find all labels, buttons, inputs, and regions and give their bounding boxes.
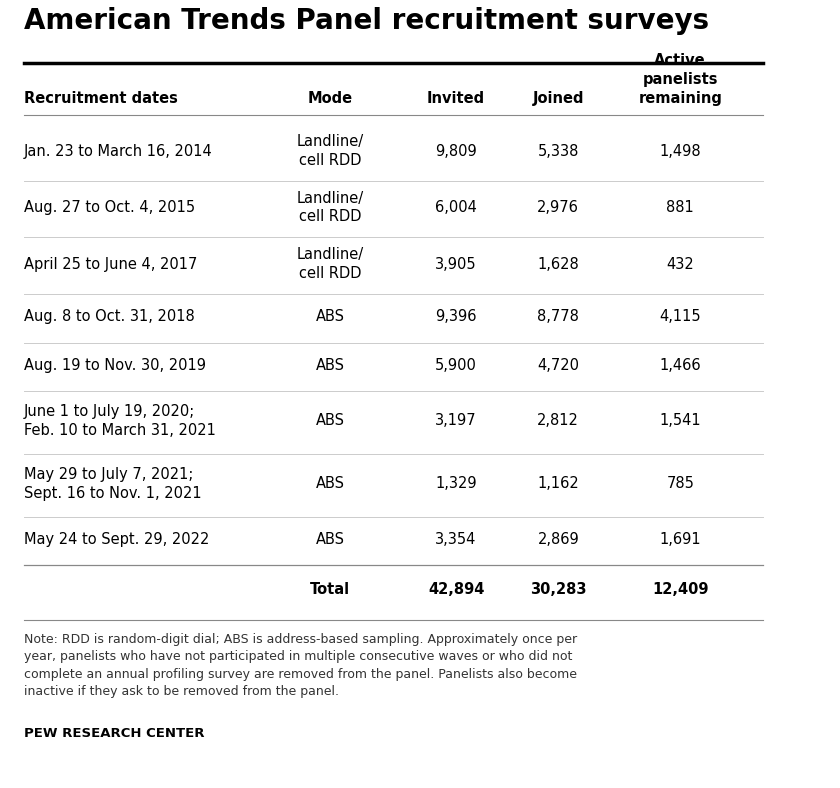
Text: 4,115: 4,115 [659,309,701,324]
Text: 1,628: 1,628 [538,257,579,272]
Text: 8,778: 8,778 [538,309,580,324]
Text: Aug. 27 to Oct. 4, 2015: Aug. 27 to Oct. 4, 2015 [24,200,195,215]
Text: 432: 432 [666,257,694,272]
Text: 5,900: 5,900 [435,358,477,373]
Text: 3,905: 3,905 [435,257,477,272]
Text: Recruitment dates: Recruitment dates [24,91,177,106]
Text: Note: RDD is random-digit dial; ABS is address-based sampling. Approximately onc: Note: RDD is random-digit dial; ABS is a… [24,633,577,698]
Text: 9,396: 9,396 [435,309,477,324]
Text: 2,976: 2,976 [538,200,580,215]
Text: 12,409: 12,409 [652,582,708,597]
Text: 30,283: 30,283 [530,582,586,597]
Text: 785: 785 [666,476,694,491]
Text: 1,541: 1,541 [659,414,701,429]
Text: 1,691: 1,691 [659,532,701,547]
Text: Total: Total [310,582,350,597]
Text: 6,004: 6,004 [435,200,477,215]
Text: Landline/
cell RDD: Landline/ cell RDD [297,247,364,281]
Text: 3,354: 3,354 [435,532,477,547]
Text: Invited: Invited [427,91,486,106]
Text: May 29 to July 7, 2021;
Sept. 16 to Nov. 1, 2021: May 29 to July 7, 2021; Sept. 16 to Nov.… [24,467,202,500]
Text: Joined: Joined [533,91,584,106]
Text: American Trends Panel recruitment surveys: American Trends Panel recruitment survey… [24,7,709,35]
Text: 9,809: 9,809 [435,143,477,158]
Text: Landline/
cell RDD: Landline/ cell RDD [297,191,364,225]
Text: Aug. 19 to Nov. 30, 2019: Aug. 19 to Nov. 30, 2019 [24,358,206,373]
Text: 1,498: 1,498 [659,143,701,158]
Text: June 1 to July 19, 2020;
Feb. 10 to March 31, 2021: June 1 to July 19, 2020; Feb. 10 to Marc… [24,404,216,438]
Text: ABS: ABS [316,532,344,547]
Text: 42,894: 42,894 [428,582,485,597]
Text: Mode: Mode [307,91,353,106]
Text: Jan. 23 to March 16, 2014: Jan. 23 to March 16, 2014 [24,143,213,158]
Text: ABS: ABS [316,309,344,324]
Text: May 24 to Sept. 29, 2022: May 24 to Sept. 29, 2022 [24,532,209,547]
Text: April 25 to June 4, 2017: April 25 to June 4, 2017 [24,257,197,272]
Text: ABS: ABS [316,476,344,491]
Text: 2,869: 2,869 [538,532,579,547]
Text: 1,162: 1,162 [538,476,579,491]
Text: 5,338: 5,338 [538,143,579,158]
Text: 881: 881 [666,200,694,215]
Text: 4,720: 4,720 [538,358,580,373]
Text: 3,197: 3,197 [435,414,477,429]
Text: ABS: ABS [316,358,344,373]
Text: 2,812: 2,812 [538,414,580,429]
Text: ABS: ABS [316,414,344,429]
Text: 1,329: 1,329 [435,476,477,491]
Text: 1,466: 1,466 [659,358,701,373]
Text: Active
panelists
remaining: Active panelists remaining [638,54,722,106]
Text: PEW RESEARCH CENTER: PEW RESEARCH CENTER [24,727,204,740]
Text: Landline/
cell RDD: Landline/ cell RDD [297,135,364,168]
Text: Aug. 8 to Oct. 31, 2018: Aug. 8 to Oct. 31, 2018 [24,309,194,324]
